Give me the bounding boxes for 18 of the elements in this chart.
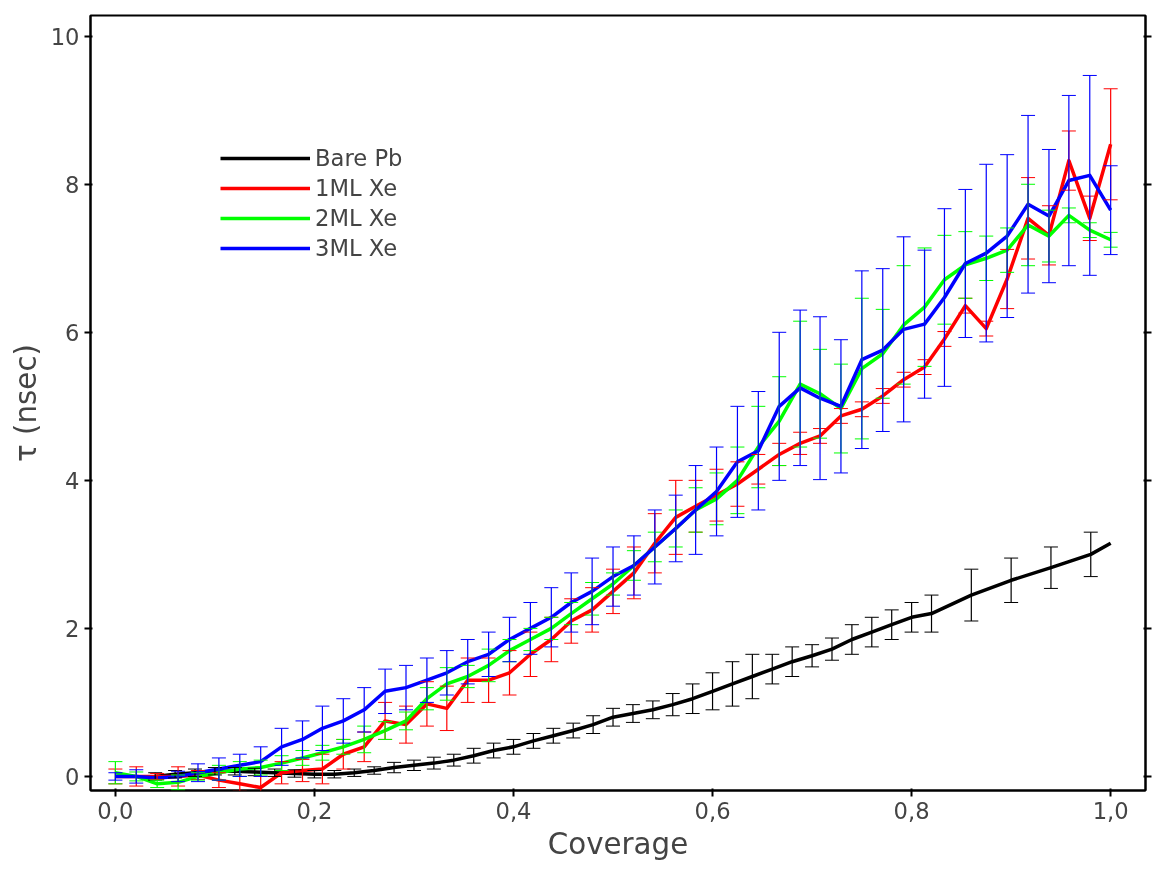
y-tick-label: 8 bbox=[65, 171, 80, 198]
legend-label: 3ML Xe bbox=[315, 235, 398, 261]
y-axis-title: τ (nsec) bbox=[8, 344, 43, 462]
x-tick-label: 0,2 bbox=[296, 797, 333, 824]
y-tick-label: 2 bbox=[65, 615, 80, 642]
x-axis-title: Coverage bbox=[547, 826, 689, 861]
legend-label: 1ML Xe bbox=[315, 175, 398, 201]
y-tick-label: 0 bbox=[65, 763, 80, 790]
x-tick-label: 0,4 bbox=[495, 797, 532, 824]
legend-label: Bare Pb bbox=[315, 145, 403, 171]
y-tick-label: 6 bbox=[65, 319, 80, 346]
legend-label: 2ML Xe bbox=[315, 205, 398, 231]
x-tick-label: 0,8 bbox=[893, 797, 930, 824]
x-tick-label: 0,6 bbox=[694, 797, 731, 824]
x-tick-label: 1,0 bbox=[1092, 797, 1129, 824]
x-tick-label: 0,0 bbox=[97, 797, 134, 824]
y-tick-label: 10 bbox=[50, 23, 80, 50]
y-tick-label: 4 bbox=[65, 467, 80, 494]
